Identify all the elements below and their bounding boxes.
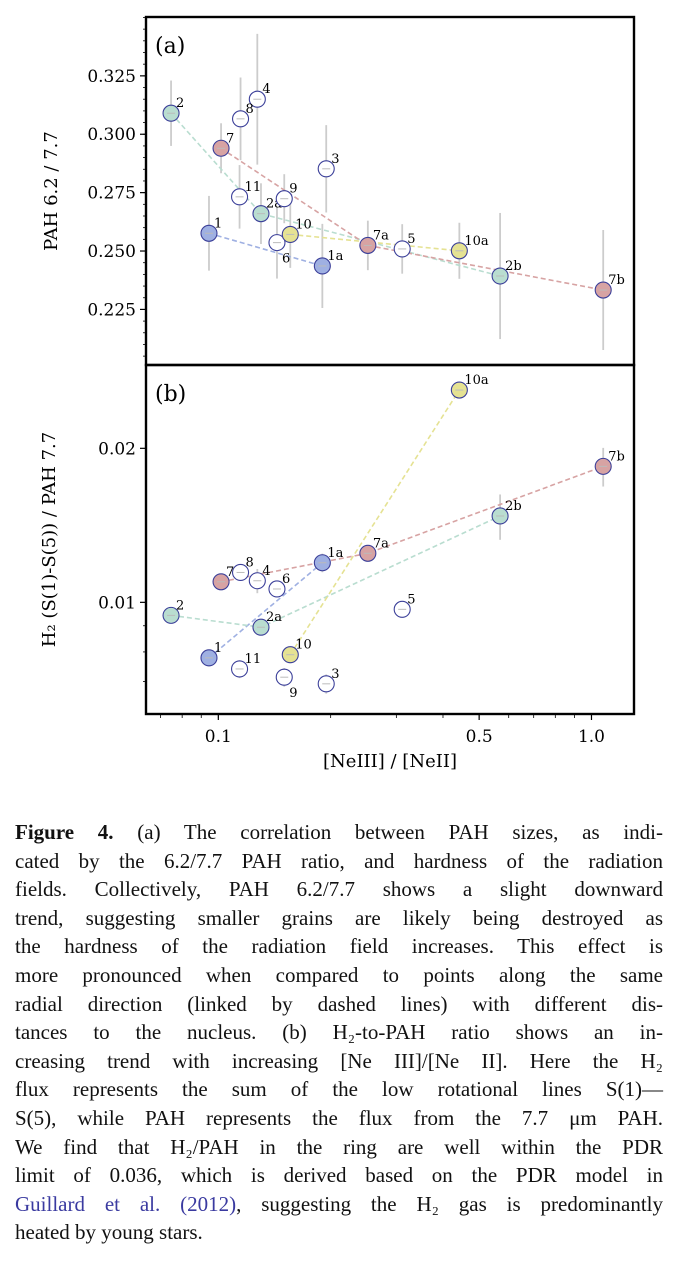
data-point-label: 4 <box>262 82 270 97</box>
y-tick-label: 0.325 <box>87 67 136 87</box>
data-point-label: 7a <box>373 228 389 243</box>
data-point-label: 3 <box>331 667 339 682</box>
caption-line: Figure 4. (a) The correlation between PA… <box>15 818 663 847</box>
data-point-label: 2b <box>505 259 522 274</box>
data-point-label: 8 <box>246 102 254 117</box>
data-point-label: 2 <box>176 96 184 111</box>
series-line-yellow <box>289 389 461 656</box>
series-line-red <box>220 465 604 583</box>
caption-line: Guillard et al. (2012), suggesting the H… <box>15 1190 663 1219</box>
caption-line: We find that H₂/PAH in the ring are well… <box>15 1133 663 1162</box>
axes-frame <box>144 363 636 716</box>
caption-line: radial direction (linked by dashed lines… <box>15 990 663 1019</box>
caption-line: limit of 0.036, which is derived based o… <box>15 1161 663 1190</box>
citation-link[interactable]: Guillard et al. (2012) <box>15 1191 237 1216</box>
y-tick-label: 0.02 <box>98 439 136 459</box>
data-point-label: 10a <box>464 234 489 249</box>
caption-text: heated by young stars. <box>15 1220 203 1245</box>
series-line-blue <box>208 232 323 267</box>
series-line-teal <box>170 112 501 277</box>
figure-label: Figure 4. <box>15 820 114 844</box>
panel-a: 0.225 0.250 0.275 0.300 0.325 PAH 6.2 / 7.7 (a… <box>41 15 636 367</box>
caption-text: We find that H₂/PAH in the ring are well… <box>15 1134 663 1159</box>
data-point-label: 2b <box>505 499 522 514</box>
series-line-teal <box>170 515 501 629</box>
data-point-label: 2a <box>266 610 282 625</box>
x-tick-label: 1.0 <box>578 727 605 747</box>
axes-frame <box>144 15 636 367</box>
data-point-label: 1a <box>327 249 343 264</box>
data-point-label: 7a <box>373 536 389 551</box>
caption-text: radial direction (linked by dashed lines… <box>15 991 663 1016</box>
caption-text: fields. Collectively, PAH 6.2/7.7 shows … <box>15 877 663 902</box>
y-axis-label: PAH 6.2 / 7.7 <box>41 131 62 251</box>
data-point-label: 7b <box>608 449 625 464</box>
caption-text: cated by the 6.2/7.7 PAH ratio, and hard… <box>15 848 663 873</box>
caption-text: creasing trend with increasing [Ne III]/… <box>15 1048 663 1073</box>
data-point-label: 1 <box>214 216 222 231</box>
x-tick-label: 0.1 <box>205 727 232 747</box>
caption-text: trend, suggesting smaller grains are lik… <box>15 905 663 930</box>
caption-text: flux represents the sum of the low rotat… <box>15 1077 663 1102</box>
caption-line: creasing trend with increasing [Ne III]/… <box>15 1047 663 1076</box>
data-point-label: 11 <box>245 180 262 195</box>
caption-text: the hardness of the radiation field incr… <box>15 934 663 959</box>
data-point-label: 11 <box>245 652 262 667</box>
y-tick-label: 0.225 <box>87 300 136 320</box>
data-point-label: 4 <box>262 564 270 579</box>
y-tick-label: 0.275 <box>87 184 136 204</box>
data-point-label: 1 <box>214 641 222 656</box>
data-point-label: 9 <box>289 182 297 197</box>
caption-line: cated by the 6.2/7.7 PAH ratio, and hard… <box>15 847 663 876</box>
panel-label: (a) <box>155 34 185 59</box>
panel-label: (b) <box>155 382 186 407</box>
series-line-blue <box>208 562 323 659</box>
y-tick-label: 0.250 <box>87 242 136 262</box>
caption-line: heated by young stars. <box>15 1218 663 1247</box>
caption-line: tances to the nucleus. (b) H₂-to-PAH rat… <box>15 1018 663 1047</box>
caption-line: trend, suggesting smaller grains are lik… <box>15 904 663 933</box>
data-point-label: 1a <box>327 546 343 561</box>
caption-text: S(5), while PAH represents the flux from… <box>15 1105 663 1130</box>
series-line-red <box>220 147 604 291</box>
y-tick-label: 0.300 <box>87 125 136 145</box>
caption-text: tances to the nucleus. (b) H₂-to-PAH rat… <box>15 1020 663 1045</box>
y-tick-label: 0.01 <box>98 593 136 613</box>
caption-text: (a) The correlation between PAH sizes, a… <box>113 820 663 844</box>
x-axis-label: [NeIII] / [NeII] <box>323 751 457 772</box>
caption-line: flux represents the sum of the low rotat… <box>15 1075 663 1104</box>
data-point-label: 6 <box>282 572 290 587</box>
data-point-label: 7 <box>226 131 234 146</box>
data-point-label: 8 <box>246 555 254 570</box>
data-point-label: 7 <box>226 565 234 580</box>
data-point-label: 5 <box>407 592 415 607</box>
data-point-label: 10 <box>295 217 312 232</box>
caption-line: the hardness of the radiation field incr… <box>15 932 663 961</box>
caption-line: more pronounced when compared to points … <box>15 961 663 990</box>
data-point-label: 7b <box>608 273 625 288</box>
y-axis-label: H₂ (S(1)-S(5)) / PAH 7.7 <box>39 432 60 647</box>
data-point-label: 10 <box>295 638 312 653</box>
data-point-label: 2 <box>176 598 184 613</box>
figure-caption: Figure 4. (a) The correlation between PA… <box>15 818 663 1247</box>
caption-text: limit of 0.036, which is derived based o… <box>15 1163 663 1188</box>
data-point-label: 5 <box>407 232 415 247</box>
data-point-label: 3 <box>331 152 339 167</box>
data-point-label: 6 <box>282 252 290 267</box>
caption-text: , suggesting the H₂ gas is predominantly <box>236 1191 664 1216</box>
caption-text: more pronounced when compared to points … <box>15 962 663 987</box>
data-point-label: 10a <box>464 373 489 388</box>
panel-b: 0.01 0.02 H₂ (S(1)-S(5)) / PAH 7.7 (b) 1 1a 2 2… <box>39 363 636 772</box>
figure-4: 0.225 0.250 0.275 0.300 0.325 PAH 6.2 / 7.7 (a… <box>39 15 636 772</box>
caption-line: fields. Collectively, PAH 6.2/7.7 shows … <box>15 875 663 904</box>
caption-line: S(5), while PAH represents the flux from… <box>15 1104 663 1133</box>
data-point-label: 9 <box>289 686 297 701</box>
x-tick-label: 0.5 <box>466 727 493 747</box>
